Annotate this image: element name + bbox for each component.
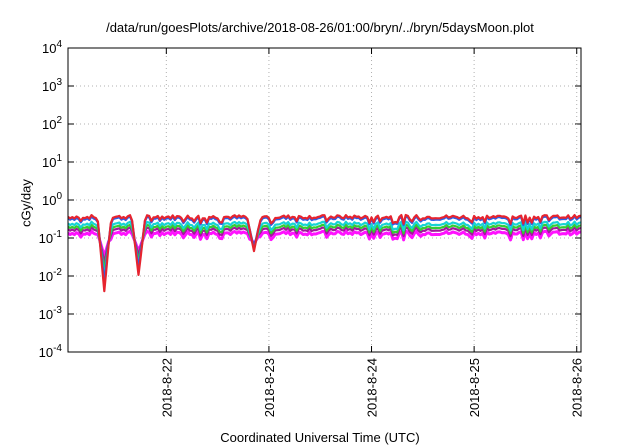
y-tick-label: 10-3 (39, 305, 63, 322)
series-line (68, 229, 581, 258)
y-tick-base: 10 (39, 231, 53, 246)
y-tick-base: 10 (42, 41, 56, 56)
y-tick-base: 10 (39, 345, 53, 360)
y-tick-label: 104 (42, 39, 62, 56)
y-tick-label: 103 (42, 77, 62, 94)
y-tick-label: 102 (42, 115, 62, 132)
y-tick-exponent: -2 (53, 267, 62, 278)
y-tick-base: 10 (42, 117, 56, 132)
plot-frame (67, 47, 582, 353)
y-tick-exponent: 3 (56, 77, 62, 88)
x-tick-label: 2018-8-23 (262, 358, 277, 417)
y-tick-label: 10-4 (39, 343, 63, 360)
x-tick-label: 2018-8-26 (570, 358, 585, 417)
y-tick-exponent: 1 (56, 153, 62, 164)
y-tick-base: 10 (42, 79, 56, 94)
y-tick-exponent: 0 (56, 191, 62, 202)
y-tick-label: 100 (42, 191, 62, 208)
y-tick-exponent: -4 (53, 343, 62, 354)
x-tick-label: 2018-8-24 (365, 358, 380, 417)
series-line (68, 220, 581, 279)
y-tick-exponent: -3 (53, 305, 62, 316)
y-tick-base: 10 (39, 269, 53, 284)
y-tick-exponent: 2 (56, 115, 62, 126)
chart-title: /data/run/goesPlots/archive/2018-08-26/0… (106, 20, 534, 35)
y-tick-exponent: 4 (56, 39, 62, 50)
y-tick-label: 101 (42, 153, 62, 170)
x-tick-label: 2018-8-25 (467, 358, 482, 417)
y-tick-label: 10-2 (39, 267, 63, 284)
y-tick-base: 10 (42, 193, 56, 208)
series-line (68, 213, 581, 293)
x-axis-label: Coordinated Universal Time (UTC) (220, 430, 420, 445)
x-tick-label: 2018-8-22 (159, 358, 174, 417)
y-tick-exponent: -1 (53, 229, 62, 240)
y-tick-base: 10 (39, 307, 53, 322)
y-tick-label: 10-1 (39, 229, 63, 246)
y-tick-base: 10 (42, 155, 56, 170)
